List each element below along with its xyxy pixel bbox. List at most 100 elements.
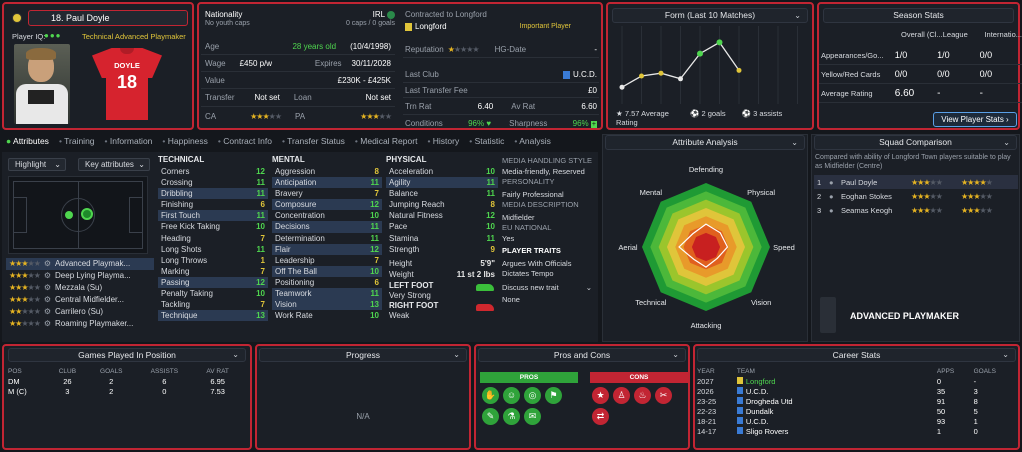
tab-statistic[interactable]: • Statistic — [469, 136, 505, 146]
role-name: Central Midfielder... — [55, 295, 124, 304]
tab-history[interactable]: • History — [427, 136, 460, 146]
squad-row[interactable]: 2 ● Eoghan Stokes ★★★★★ ★★★★★ — [817, 191, 993, 201]
attribute-row[interactable]: Leadership 7 — [272, 255, 382, 266]
attribute-row[interactable]: Tackling 7 — [158, 299, 268, 310]
attribute-row[interactable]: Positioning 6 — [272, 277, 382, 288]
nationality-value[interactable]: IRL — [373, 10, 395, 19]
games-in-position-header[interactable]: Games Played In Position ⌄ — [8, 348, 246, 362]
attribute-row[interactable]: Bravery 7 — [272, 188, 382, 199]
season-stat-row: Appearances/Go... 1/0 1/0 0/0 — [819, 46, 1022, 65]
ball-icon: ⚽ — [690, 109, 700, 118]
progress-header[interactable]: Progress ⌄ — [259, 348, 467, 362]
attribute-row[interactable]: Agility 11 — [386, 177, 498, 189]
career-row[interactable]: 23-25 Drogheda Utd 91 8 — [697, 396, 978, 406]
attribute-value: 8 — [490, 200, 495, 210]
attribute-row[interactable]: Work Rate 10 — [272, 310, 382, 321]
expires-value: 30/11/2028 — [351, 58, 391, 68]
career-row[interactable]: 2026 U.C.D. 35 3 — [697, 386, 978, 396]
attribute-row[interactable]: Anticipation 11 — [272, 177, 382, 189]
attribute-row[interactable]: Marking 7 — [158, 266, 268, 277]
tab-contract-info[interactable]: • Contract Info — [217, 136, 272, 146]
attribute-row[interactable]: Determination 11 — [272, 233, 382, 244]
role-row[interactable]: ★★★★★ ⚙ Central Midfielder... — [6, 294, 154, 306]
attribute-value: 10 — [256, 289, 265, 299]
attribute-analysis-header[interactable]: Attribute Analysis ⌄ — [605, 135, 805, 150]
tab-happiness[interactable]: • Happiness — [162, 136, 208, 146]
career-row[interactable]: 22-23 Dundalk 50 5 — [697, 406, 978, 416]
loan-value[interactable]: Not set — [365, 93, 391, 102]
attribute-row[interactable]: Passing 12 — [158, 276, 268, 289]
form-header[interactable]: Form (Last 10 Matches) ⌄ — [612, 8, 808, 23]
wage-value: £450 p/w — [239, 58, 273, 68]
attribute-row[interactable]: First Touch 11 — [158, 210, 268, 222]
role-row[interactable]: ★★★★★ ⚙ Roaming Playmaker... — [6, 318, 154, 330]
club-link[interactable]: Longford — [405, 22, 447, 31]
attribute-row[interactable]: Acceleration 10 — [386, 166, 498, 177]
attribute-row[interactable]: Teamwork 11 — [272, 288, 382, 300]
attribute-row[interactable]: Vision 13 — [272, 299, 382, 311]
attribute-name: Technique — [161, 311, 198, 321]
games-col-header: AV RAT — [206, 367, 229, 375]
player-name-box[interactable]: 18. Paul Doyle — [28, 10, 188, 26]
attribute-row[interactable]: Dribbling 11 — [158, 188, 268, 200]
attribute-row[interactable]: Crossing 11 — [158, 177, 268, 188]
role-row[interactable]: ★★★★★ ⚙ Mezzala (Su) — [6, 282, 154, 294]
tab-transfer-status[interactable]: • Transfer Status — [281, 136, 345, 146]
last-transfer-fee-value: £0 — [588, 85, 597, 95]
attribute-row[interactable]: Natural Fitness 12 — [386, 210, 498, 221]
swap-icon: ⇄ — [592, 408, 609, 425]
attribute-row[interactable]: Free Kick Taking 10 — [158, 221, 268, 232]
radar-label: Physical — [747, 188, 775, 197]
tab-medical-report[interactable]: • Medical Report — [354, 136, 418, 146]
career-row[interactable]: 2027 Longford 0- — [697, 376, 977, 386]
attribute-row[interactable]: Pace 10 — [386, 221, 498, 232]
squad-row[interactable]: 1 ● Paul Doyle ★★★★★ ★★★★★ — [814, 175, 1018, 189]
transfer-value[interactable]: Not set — [254, 93, 280, 102]
attribute-row[interactable]: Composure 12 — [272, 199, 382, 211]
career-stats-header[interactable]: Career Stats ⌄ — [697, 348, 1016, 362]
tab-information[interactable]: • Information — [104, 136, 153, 146]
attribute-row[interactable]: Long Shots 11 — [158, 244, 268, 255]
attribute-row[interactable]: Long Throws 1 — [158, 255, 268, 266]
pros-cons-header[interactable]: Pros and Cons ⌄ — [478, 348, 686, 362]
attribute-row[interactable]: Aggression 8 — [272, 166, 382, 177]
role-info-icon: ⚙ — [43, 319, 52, 328]
squad-row[interactable]: 3 ● Seamas Keogh ★★★★★ ★★★★★ — [817, 205, 993, 215]
attribute-row[interactable]: Technique 13 — [158, 310, 268, 322]
career-row[interactable]: 14-17 Sligo Rovers 1 0 — [697, 426, 978, 436]
role-info-icon: ⚙ — [43, 295, 52, 304]
position-pitch[interactable] — [8, 176, 148, 254]
squad-comparison-header[interactable]: Squad Comparison ⌄ — [814, 135, 1017, 150]
tab-analysis[interactable]: • Analysis — [514, 136, 551, 146]
attribute-row[interactable]: Penalty Taking 10 — [158, 288, 268, 299]
radar-label: Speed — [773, 243, 795, 252]
attribute-value: 8 — [374, 167, 379, 176]
attribute-row[interactable]: Balance 11 — [386, 188, 498, 199]
tab-attributes[interactable]: ● Attributes — [6, 136, 49, 146]
discuss-trait-button[interactable]: Discuss new trait ⌄ — [502, 282, 592, 292]
pa-label: PA — [294, 111, 306, 121]
attribute-row[interactable]: Decisions 11 — [272, 221, 382, 233]
role-row[interactable]: ★★★★★ ⚙ Deep Lying Playma... — [6, 270, 154, 282]
chevron-down-icon: ⌄ — [585, 282, 592, 292]
attribute-row[interactable]: Flair 12 — [272, 243, 382, 255]
role-row[interactable]: ★★★★★ ⚙ Carrilero (Su) — [6, 306, 154, 318]
key-attributes-dropdown[interactable]: Key attributes ⌄ — [78, 158, 150, 171]
role-row[interactable]: ★★★★★ ⚙ Advanced Playmak... — [6, 258, 154, 270]
avg-rating-label: Av Rat — [511, 101, 536, 111]
attribute-name: Agility — [389, 178, 411, 188]
attribute-row[interactable]: Jumping Reach 8 — [386, 199, 498, 210]
view-player-stats-button[interactable]: View Player Stats › — [933, 112, 1017, 127]
attribute-row[interactable]: Off The Ball 10 — [272, 265, 382, 277]
attribute-row[interactable]: Corners 12 — [158, 166, 268, 177]
last-club-value[interactable]: U.C.D. — [563, 70, 597, 79]
tab-training[interactable]: • Training — [58, 136, 95, 146]
attribute-row[interactable]: Strength 9 — [386, 244, 498, 255]
career-row[interactable]: 18-21 U.C.D. 93 1 — [697, 416, 978, 426]
role-name: Advanced Playmak... — [55, 259, 131, 268]
highlight-dropdown[interactable]: Highlight ⌄ — [8, 158, 66, 171]
attribute-row[interactable]: Finishing 6 — [158, 199, 268, 210]
attribute-row[interactable]: Heading 7 — [158, 233, 268, 244]
attribute-row[interactable]: Concentration 10 — [272, 210, 382, 221]
attribute-row[interactable]: Stamina 11 — [386, 233, 498, 244]
